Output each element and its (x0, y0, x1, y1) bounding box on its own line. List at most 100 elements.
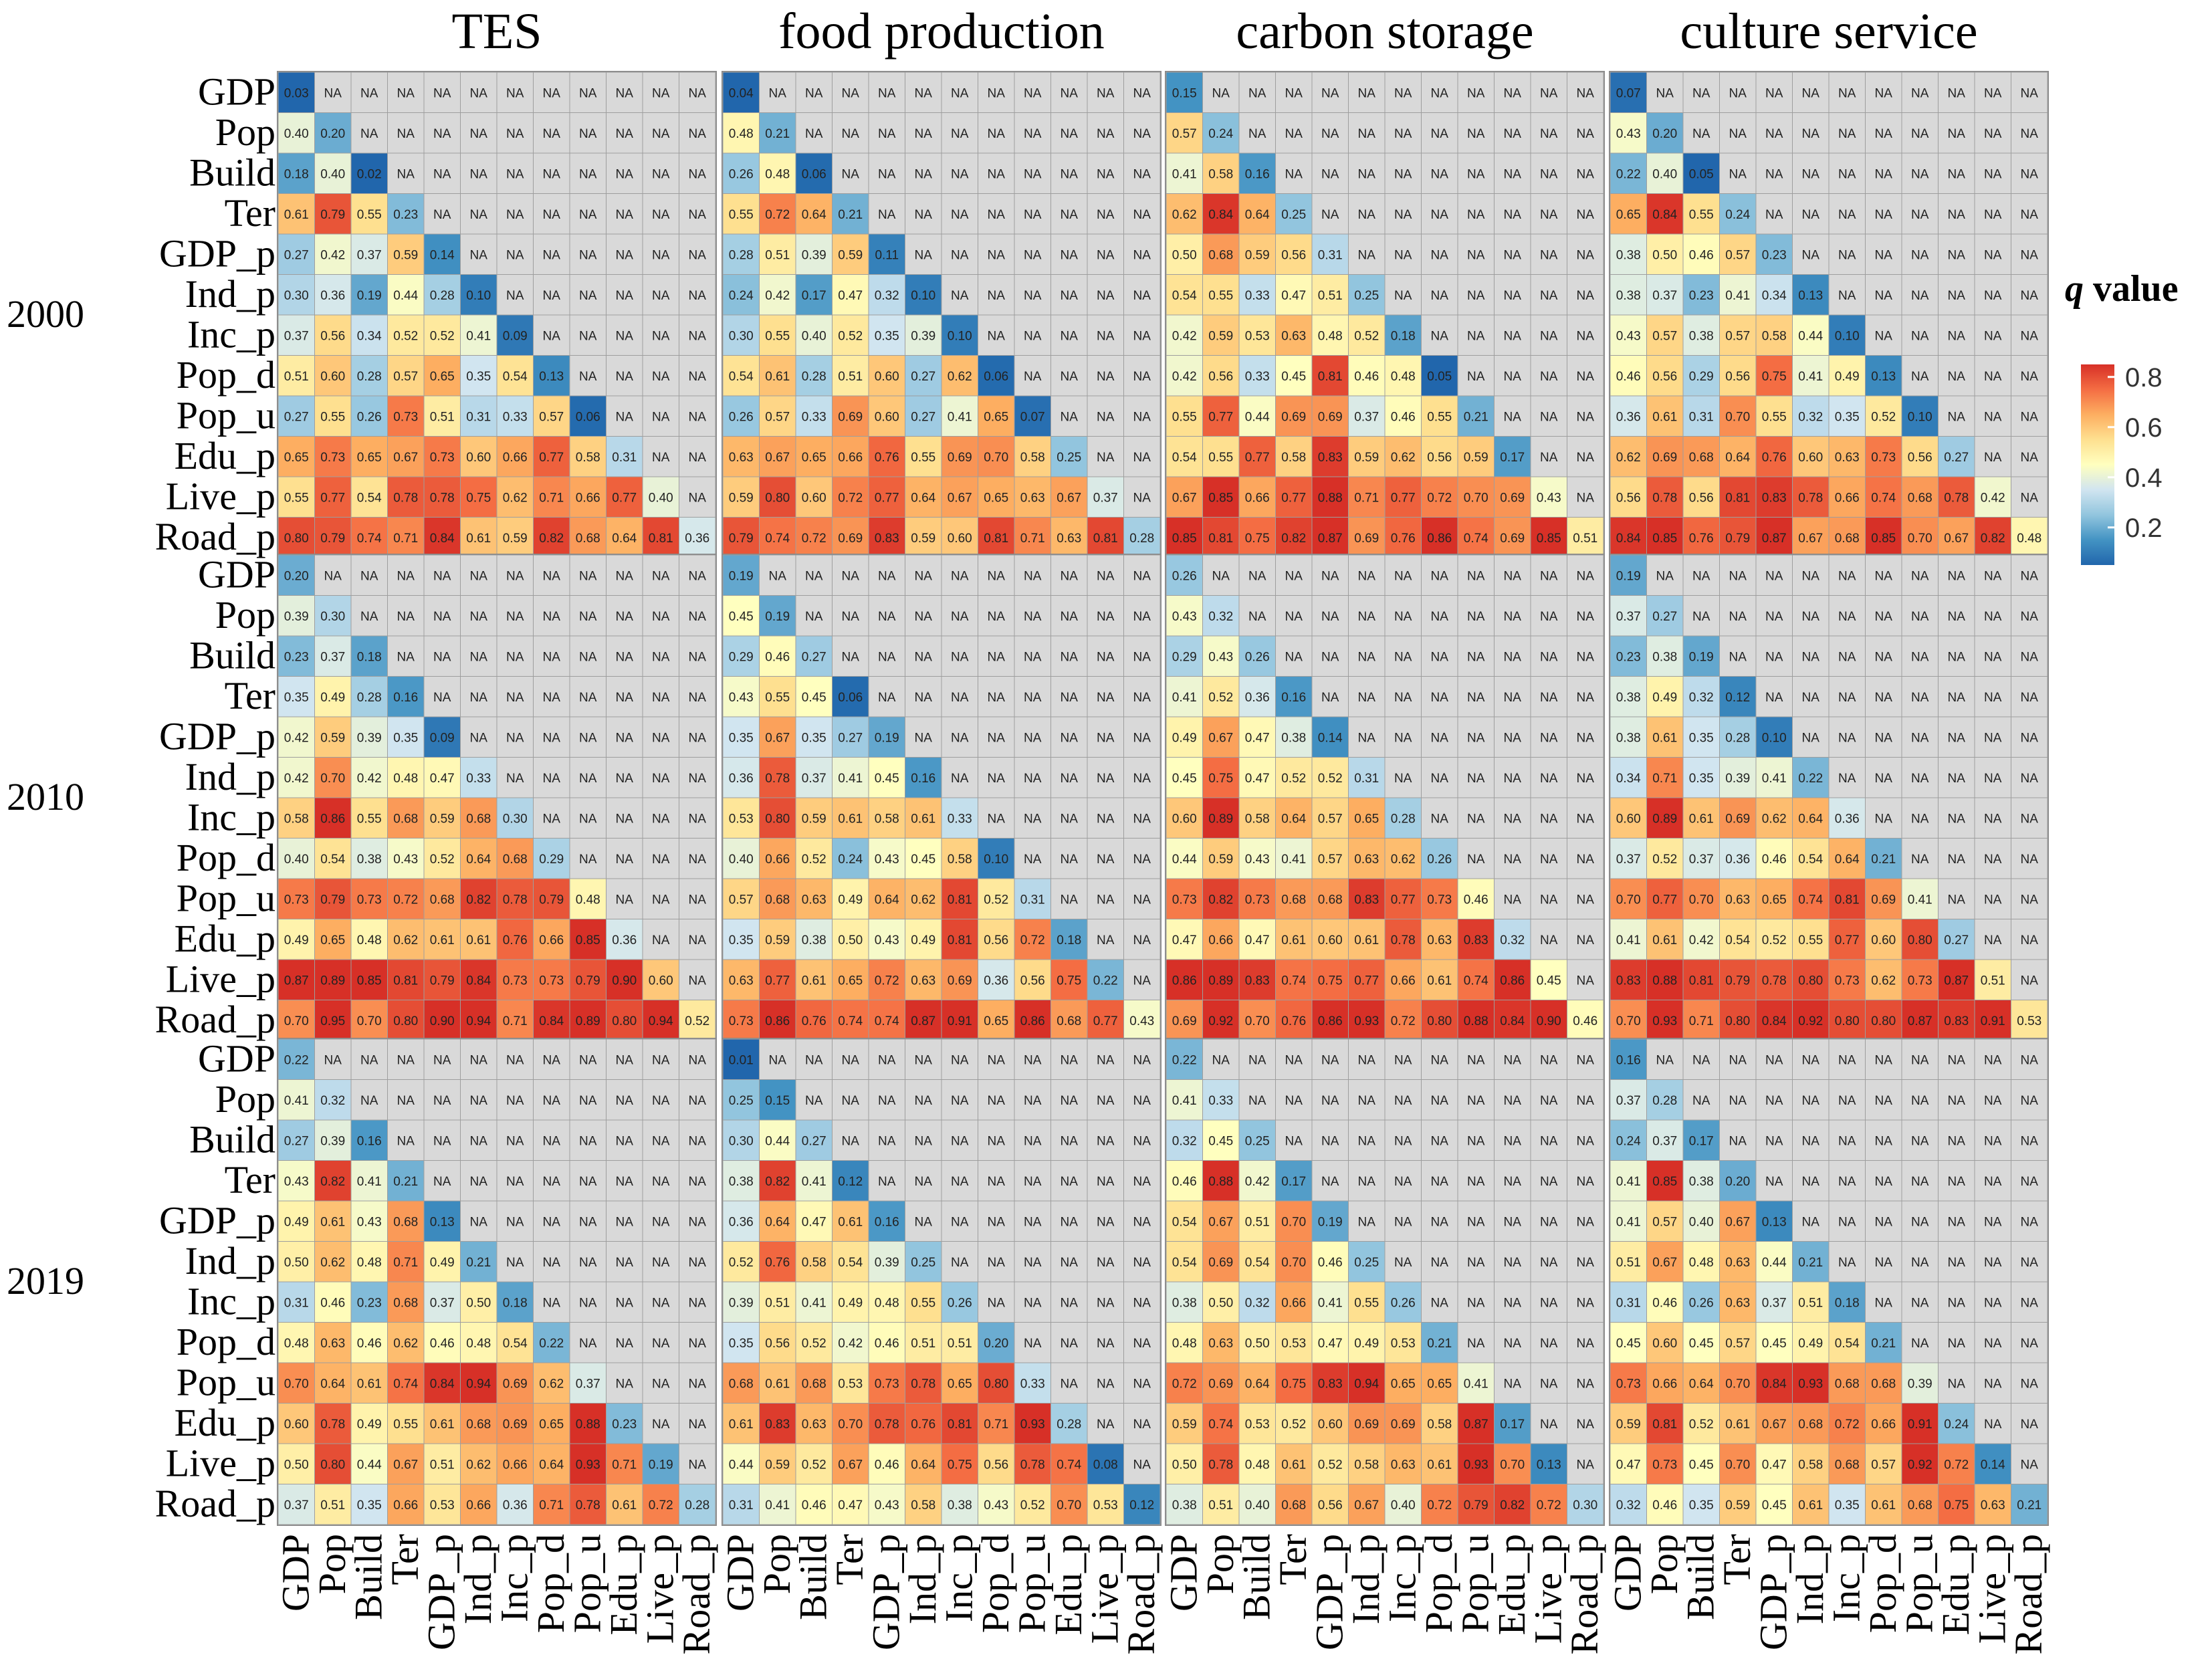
cell-value-label: NA (1692, 1053, 1710, 1067)
heatmap-cell-na (423, 112, 461, 154)
cell-value-label: NA (2021, 329, 2039, 343)
heatmap-cell (1792, 274, 1830, 316)
cell-value-label: NA (1467, 1053, 1485, 1067)
cell-value-label: 0.35 (802, 731, 826, 745)
heatmap-cell-na (387, 1119, 425, 1161)
cell-value-label: 0.72 (1172, 1377, 1197, 1391)
cell-value-label: 0.27 (911, 410, 935, 424)
cell-value-label: NA (397, 650, 415, 664)
cell-value-label: NA (1394, 1134, 1412, 1148)
heatmap-cell (1828, 395, 1866, 437)
cell-value-label: 0.55 (1172, 410, 1197, 424)
cell-value-label: 0.87 (284, 974, 309, 988)
cell-value-label: 0.32 (1245, 1296, 1270, 1310)
cell-value-label: 0.56 (765, 1337, 790, 1351)
cell-value-label: NA (1577, 1175, 1595, 1189)
heatmap-cell (1755, 233, 1793, 275)
heatmap-cell (496, 838, 534, 879)
cell-value-label: 0.62 (1616, 451, 1641, 465)
cell-value-label: NA (2021, 772, 2039, 786)
heatmap-cell (533, 1322, 570, 1363)
cell-value-label: 0.81 (1208, 532, 1233, 546)
heatmap-cell (1311, 517, 1349, 558)
heatmap-cell-na (1974, 676, 2011, 717)
cell-value-label: 0.60 (1318, 933, 1343, 948)
cell-value-label: 0.81 (1093, 532, 1118, 546)
heatmap-cell-na (1828, 72, 1866, 113)
heatmap-cell (868, 517, 905, 558)
cell-value-label: NA (2021, 933, 2039, 948)
cell-value-label: 0.59 (802, 812, 826, 826)
heatmap-cell-na (1238, 595, 1276, 637)
cell-value-label: 0.27 (802, 1134, 826, 1148)
cell-value-label: 0.66 (1835, 491, 1860, 505)
cell-value-label: 0.87 (1944, 974, 1969, 988)
heatmap-cell-na (941, 274, 978, 316)
cell-value-label: NA (1504, 370, 1522, 384)
cell-value-label: 0.62 (503, 491, 528, 505)
heatmap-cell (350, 355, 388, 397)
cell-value-label: 0.61 (430, 1418, 455, 1432)
heatmap-cell-na (978, 554, 1015, 596)
cell-value-label: NA (652, 812, 670, 826)
cell-value-label: NA (1911, 208, 1929, 222)
heatmap-cell-na (1014, 355, 1051, 397)
cell-value-label: NA (1911, 1337, 1929, 1351)
cell-value-label: 0.30 (284, 289, 309, 303)
cell-value-label: 0.53 (1245, 329, 1270, 343)
cell-value-label: NA (1948, 731, 1966, 745)
heatmap-cell-na (1123, 314, 1161, 356)
heatmap-cell (905, 355, 942, 397)
cell-value-label: 0.61 (1689, 812, 1714, 826)
cell-value-label: 0.67 (838, 1458, 863, 1472)
heatmap-cell (1610, 193, 1647, 235)
cell-value-label: NA (1097, 853, 1115, 867)
cell-value-label: 0.54 (503, 370, 528, 384)
cell-value-label: NA (579, 772, 597, 786)
heatmap-cell (314, 436, 352, 477)
cell-value-label: NA (1431, 610, 1449, 624)
heatmap-cell-na (642, 595, 679, 637)
heatmap-cell (795, 355, 833, 397)
heatmap-cell (795, 476, 833, 518)
cell-value-label: 0.55 (729, 208, 754, 222)
cell-value-label: 0.52 (1652, 853, 1677, 867)
cell-value-label: 0.68 (729, 1377, 754, 1391)
heatmap-cells: 0.03 NA NA NA NA NA NA NA NA NA NA NA0.40 0.20 NA NA NA… (277, 71, 2049, 1526)
cell-value-label: 0.54 (1798, 853, 1823, 867)
cell-value-label: 0.59 (838, 248, 863, 262)
cell-value-label: 0.49 (430, 1256, 455, 1270)
cell-value-label: NA (1838, 248, 1856, 262)
cell-value-label: 0.35 (1835, 1498, 1860, 1513)
cell-value-label: NA (1838, 731, 1856, 745)
heatmap-cell (1901, 959, 1939, 1000)
heatmap-cell (314, 1160, 352, 1202)
cell-value-label: 0.12 (1129, 1498, 1154, 1513)
cell-value-label: NA (1875, 248, 1893, 262)
cell-value-label: 0.63 (1981, 1498, 2005, 1513)
heatmap-cell-na (1865, 797, 1902, 839)
cell-value-label: 0.67 (1652, 1256, 1677, 1270)
cell-value-label: NA (1133, 893, 1151, 907)
cell-value-label: 0.34 (357, 329, 382, 343)
cell-value-label: 0.79 (1725, 532, 1750, 546)
cell-value-label: 0.35 (284, 691, 309, 705)
cell-value-label: NA (1504, 1094, 1522, 1108)
cell-value-label: 0.19 (357, 289, 382, 303)
cell-value-label: 0.49 (911, 933, 935, 948)
cell-value-label: NA (506, 208, 524, 222)
cell-value-label: 0.71 (984, 1418, 1008, 1432)
cell-value-label: 0.27 (284, 410, 309, 424)
heatmap-cell-na (679, 919, 716, 960)
cell-value-label: 0.39 (911, 329, 935, 343)
cell-value-label: NA (2021, 1215, 2039, 1229)
cell-value-label: 0.59 (1208, 853, 1233, 867)
cell-value-label: 0.60 (320, 370, 345, 384)
cell-value-label: NA (951, 650, 969, 664)
heatmap-cell (832, 959, 869, 1000)
heatmap-cell-na (1348, 716, 1386, 758)
heatmap-cell (569, 1000, 606, 1041)
cell-value-label: 0.93 (1464, 1458, 1488, 1472)
heatmap-cell-na (1938, 635, 1975, 677)
heatmap-cell-na (1275, 152, 1313, 194)
